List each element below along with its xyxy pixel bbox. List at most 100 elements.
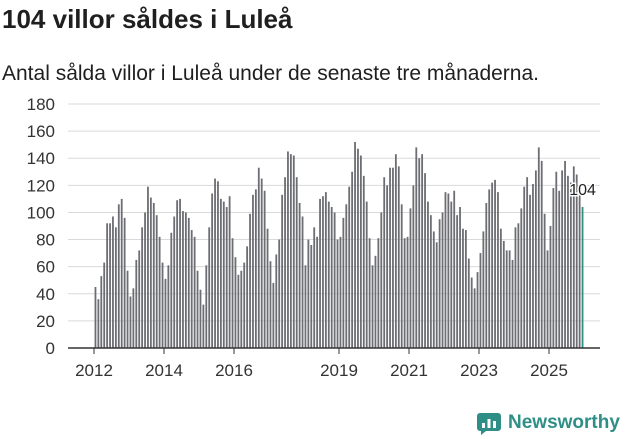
bar: [432, 231, 435, 348]
bar: [126, 270, 129, 348]
bar: [482, 231, 485, 348]
y-tick-label: 180: [27, 95, 55, 114]
bar: [365, 201, 368, 348]
bar: [397, 166, 400, 348]
bar: [114, 227, 117, 348]
bar: [249, 213, 251, 348]
bar: [266, 228, 269, 348]
bar: [459, 207, 461, 348]
bar: [231, 238, 234, 348]
bar: [464, 230, 467, 348]
bar: [424, 173, 426, 348]
bar: [228, 196, 231, 348]
bar: [240, 270, 243, 348]
bar: [517, 223, 520, 348]
bar: [257, 167, 260, 348]
bar: [479, 253, 482, 348]
x-axis: 2012 2014 2016 2019 2021 2023 2025: [68, 347, 600, 380]
y-tick-label: 40: [36, 285, 55, 304]
bar: [578, 190, 581, 348]
bar: [511, 259, 514, 348]
bar: [537, 147, 540, 348]
bar: [147, 186, 149, 348]
bar: [310, 244, 313, 348]
bar: [103, 262, 106, 348]
bar: [470, 277, 473, 348]
bar: [141, 227, 144, 348]
y-tick-label: 20: [36, 312, 55, 331]
bar: [421, 154, 424, 348]
bar: [252, 194, 254, 348]
bar: [351, 171, 354, 348]
bar: [540, 160, 543, 348]
bar: [184, 212, 187, 348]
bar: [572, 166, 575, 348]
bar: [526, 177, 529, 348]
bar: [534, 170, 537, 348]
bar: [569, 182, 572, 348]
bar: [324, 192, 327, 348]
bar: [307, 239, 310, 348]
bar: [406, 236, 409, 348]
x-tick-label: 2023: [460, 361, 498, 380]
newsworthy-icon: [477, 413, 501, 435]
bar: [225, 207, 228, 348]
bar: [254, 189, 257, 348]
bar: [549, 226, 552, 348]
bar: [392, 167, 394, 348]
bar: [219, 198, 222, 348]
bar: [260, 178, 263, 348]
bar: [543, 213, 546, 348]
bar: [508, 250, 511, 348]
bar: [435, 242, 438, 348]
bar: [348, 186, 351, 348]
bar: [275, 254, 278, 348]
bar: [243, 262, 246, 348]
y-tick-label: 160: [27, 122, 55, 141]
bar: [357, 148, 359, 348]
bar: [403, 238, 406, 348]
bar: [214, 178, 216, 348]
bar: [485, 202, 488, 348]
bar: [359, 155, 362, 348]
bar: [377, 238, 380, 348]
annotations: 104: [568, 181, 598, 201]
bar: [497, 192, 499, 348]
bar: [167, 265, 170, 348]
bar: [467, 258, 470, 348]
bar: [298, 202, 301, 348]
bar: [558, 190, 561, 348]
bar: [313, 227, 316, 348]
bar: [561, 170, 564, 348]
bar: [505, 250, 508, 348]
bar: [429, 215, 432, 348]
bar: [100, 276, 103, 348]
bar: [491, 182, 494, 348]
bar: [284, 177, 286, 348]
y-tick-label: 120: [27, 176, 55, 195]
bar: [234, 257, 237, 348]
bar: [438, 219, 441, 348]
bar: [427, 201, 429, 348]
bar: [322, 196, 324, 348]
bar: [555, 171, 558, 348]
bar: [333, 212, 336, 348]
bar: [106, 223, 109, 348]
bar: [129, 296, 132, 348]
bar: [529, 194, 531, 348]
bar: [441, 212, 444, 348]
bar: [202, 304, 205, 348]
bar: [476, 272, 479, 348]
bar: [304, 265, 307, 348]
bar: [514, 227, 517, 348]
bar: [193, 236, 196, 348]
bar: [394, 154, 397, 348]
bar: [135, 259, 138, 348]
bar: [386, 185, 389, 348]
bar: [415, 147, 418, 348]
bar: [552, 188, 555, 348]
bar: [144, 212, 146, 348]
bar: [170, 232, 173, 348]
bar: [380, 212, 383, 348]
y-axis-ticks: 0 20 40 60 80 100 120 140 160 180: [27, 95, 55, 358]
